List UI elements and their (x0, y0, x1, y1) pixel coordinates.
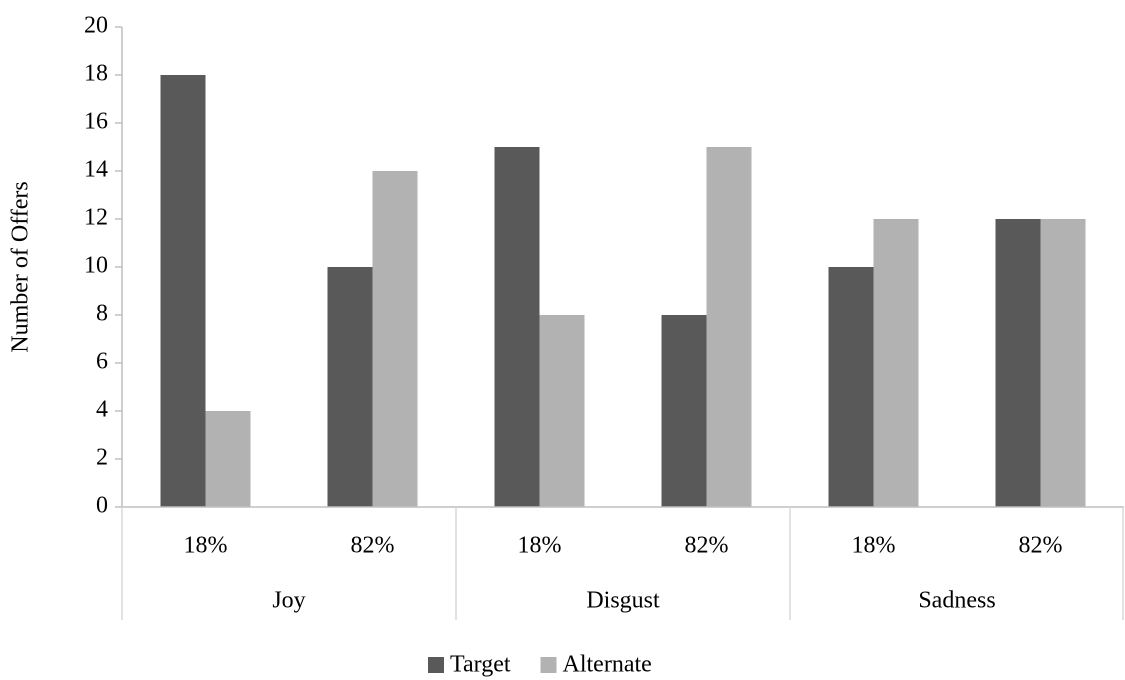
bar (327, 267, 373, 507)
legend-label: Target (450, 652, 511, 678)
y-axis-label: Number of Offers (8, 181, 34, 353)
y-tick-label: 14 (84, 157, 108, 183)
group-label: Joy (272, 588, 305, 614)
group-label: Sadness (918, 588, 995, 614)
y-tick-label: 0 (96, 493, 108, 519)
y-tick-label: 10 (84, 253, 108, 279)
x-tick-label: 82% (1019, 533, 1063, 559)
bar (828, 267, 874, 507)
x-tick-label: 18% (518, 533, 562, 559)
group-label: Disgust (586, 588, 660, 614)
bar (372, 171, 418, 507)
y-tick-label: 6 (96, 349, 108, 375)
x-tick-label: 18% (852, 533, 896, 559)
bar (873, 219, 919, 507)
x-tick-label: 18% (184, 533, 228, 559)
legend-swatch (428, 657, 444, 673)
legend-swatch (540, 657, 557, 673)
bar (539, 315, 585, 507)
bar (995, 219, 1041, 507)
bar (160, 75, 206, 507)
y-tick-label: 20 (84, 13, 108, 39)
y-tick-label: 2 (96, 445, 108, 471)
y-tick-label: 12 (84, 205, 108, 231)
bar (205, 411, 251, 507)
y-tick-label: 16 (84, 109, 108, 135)
x-tick-label: 82% (685, 533, 729, 559)
bar (1040, 219, 1086, 507)
y-tick-label: 4 (96, 397, 108, 423)
bar (661, 315, 707, 507)
bar (706, 147, 752, 507)
y-tick-label: 8 (96, 301, 108, 327)
y-tick-label: 18 (84, 61, 108, 87)
x-tick-label: 82% (351, 533, 395, 559)
bar (494, 147, 540, 507)
legend-label: Alternate (563, 652, 652, 678)
